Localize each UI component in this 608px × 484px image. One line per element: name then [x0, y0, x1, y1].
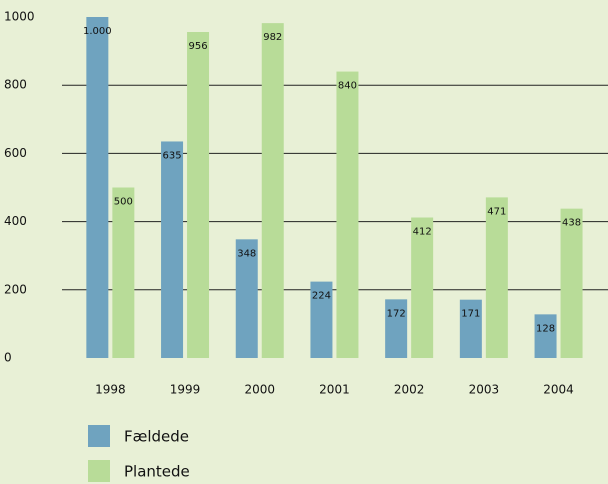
x-tick-label: 1999 — [170, 383, 201, 397]
value-label: 348 — [237, 248, 256, 259]
bar — [161, 141, 184, 358]
x-tick-label: 2003 — [469, 383, 500, 397]
legend-label: Fældede — [124, 428, 189, 446]
bar — [485, 197, 508, 358]
y-tick-label: 1000 — [4, 10, 35, 24]
y-tick-label: 600 — [4, 146, 27, 160]
bar — [411, 217, 434, 358]
value-label: 1.000 — [83, 26, 112, 37]
x-tick-label: 2004 — [543, 383, 574, 397]
value-label: 471 — [487, 206, 506, 217]
bar — [534, 314, 557, 358]
bar — [459, 299, 482, 358]
y-tick-label: 200 — [4, 282, 27, 296]
value-label: 840 — [338, 81, 357, 92]
bar — [86, 17, 109, 358]
value-label: 412 — [413, 227, 432, 238]
bar — [385, 299, 408, 358]
y-tick-label: 800 — [4, 78, 27, 92]
x-tick-label: 2002 — [394, 383, 425, 397]
y-tick-label: 0 — [4, 351, 12, 365]
bar — [235, 239, 258, 358]
value-label: 128 — [536, 323, 555, 334]
legend-swatch — [88, 425, 110, 447]
legend-label: Plantede — [124, 463, 190, 481]
bar — [261, 23, 284, 358]
value-label: 171 — [461, 309, 480, 320]
value-label: 956 — [189, 41, 208, 52]
value-label: 500 — [114, 197, 133, 208]
value-label: 224 — [312, 291, 331, 302]
bar — [336, 71, 359, 358]
x-tick-label: 2001 — [319, 383, 350, 397]
value-label: 438 — [562, 218, 581, 229]
legend-swatch — [88, 460, 110, 482]
bar — [187, 32, 210, 359]
bar — [310, 281, 333, 358]
x-tick-label: 1998 — [95, 383, 126, 397]
bar — [112, 187, 135, 358]
value-label: 635 — [163, 150, 182, 161]
value-label: 982 — [263, 32, 282, 43]
bar — [560, 208, 583, 358]
y-tick-label: 400 — [4, 214, 27, 228]
value-label: 172 — [387, 308, 406, 319]
x-tick-label: 2000 — [244, 383, 275, 397]
